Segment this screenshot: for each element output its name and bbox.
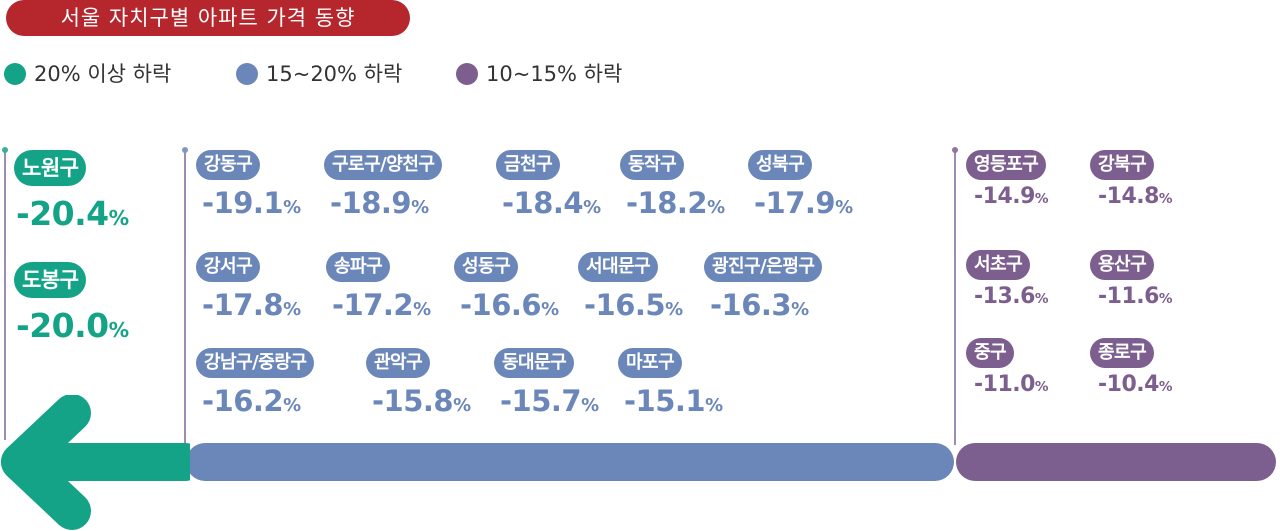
district-value-label: -20.4% xyxy=(16,194,129,233)
district-value-label: -13.6% xyxy=(974,284,1049,309)
district-value-label: -15.1% xyxy=(624,384,723,418)
group3-range-bar xyxy=(956,443,1276,481)
district-name-label: 도봉구 xyxy=(14,262,87,298)
district-name-label: 강서구 xyxy=(196,252,261,282)
legend-dot-icon xyxy=(456,63,478,85)
district-value-label: -18.4% xyxy=(502,186,601,220)
district-value-label: -16.3% xyxy=(710,288,809,322)
legend-dot-icon xyxy=(236,63,258,85)
district-name-label: 관악구 xyxy=(366,348,431,378)
district-name-label: 마포구 xyxy=(618,348,683,378)
group3-divider-line xyxy=(952,147,958,445)
district-name-label: 종로구 xyxy=(1090,338,1155,368)
group2-range-bar xyxy=(186,443,954,481)
district-name-label: 영등포구 xyxy=(966,150,1047,180)
district-value-label: -16.2% xyxy=(202,384,301,418)
district-name-label: 강북구 xyxy=(1090,150,1155,180)
district-name-label: 금천구 xyxy=(496,150,561,180)
district-name-label: 성동구 xyxy=(454,252,519,282)
district-value-label: -17.2% xyxy=(332,288,431,322)
district-value-label: -11.0% xyxy=(974,372,1049,397)
legend-label: 15~20% 하락 xyxy=(266,62,403,86)
district-name-label: 성북구 xyxy=(748,150,813,180)
district-name-label: 강남구/중랑구 xyxy=(196,348,315,378)
district-name-label: 광진구/은평구 xyxy=(704,252,823,282)
district-value-label: -18.9% xyxy=(330,186,429,220)
group2-divider-line xyxy=(182,147,188,445)
district-name-label: 용산구 xyxy=(1090,250,1155,280)
district-value-label: -14.8% xyxy=(1098,184,1173,209)
district-value-label: -14.9% xyxy=(974,184,1049,209)
district-name-label: 동대문구 xyxy=(494,348,575,378)
district-name-label: 중구 xyxy=(966,338,1015,368)
chart-title: 서울 자치구별 아파트 가격 동향 xyxy=(6,0,410,36)
district-name-label: 강동구 xyxy=(196,150,261,180)
legend-label: 20% 이상 하락 xyxy=(34,62,172,86)
legend-label: 10~15% 하락 xyxy=(486,62,623,86)
district-value-label: -17.9% xyxy=(754,186,853,220)
district-name-label: 서대문구 xyxy=(578,252,659,282)
district-name-label: 노원구 xyxy=(14,150,87,186)
district-value-label: -16.6% xyxy=(460,288,559,322)
district-name-label: 송파구 xyxy=(326,252,391,282)
group1-divider-line xyxy=(2,147,8,440)
district-value-label: -15.8% xyxy=(372,384,471,418)
district-name-label: 서초구 xyxy=(966,250,1031,280)
district-name-label: 동작구 xyxy=(620,150,685,180)
district-value-label: -17.8% xyxy=(202,288,301,322)
district-value-label: -15.7% xyxy=(500,384,599,418)
district-value-label: -20.0% xyxy=(16,306,129,345)
district-value-label: -16.5% xyxy=(584,288,683,322)
district-value-label: -10.4% xyxy=(1098,372,1173,397)
legend-dot-icon xyxy=(4,63,26,85)
district-value-label: -19.1% xyxy=(202,186,301,220)
district-name-label: 구로구/양천구 xyxy=(324,150,443,180)
arrow-left-icon xyxy=(1,395,190,530)
district-value-label: -18.2% xyxy=(626,186,725,220)
district-value-label: -11.6% xyxy=(1098,284,1173,309)
